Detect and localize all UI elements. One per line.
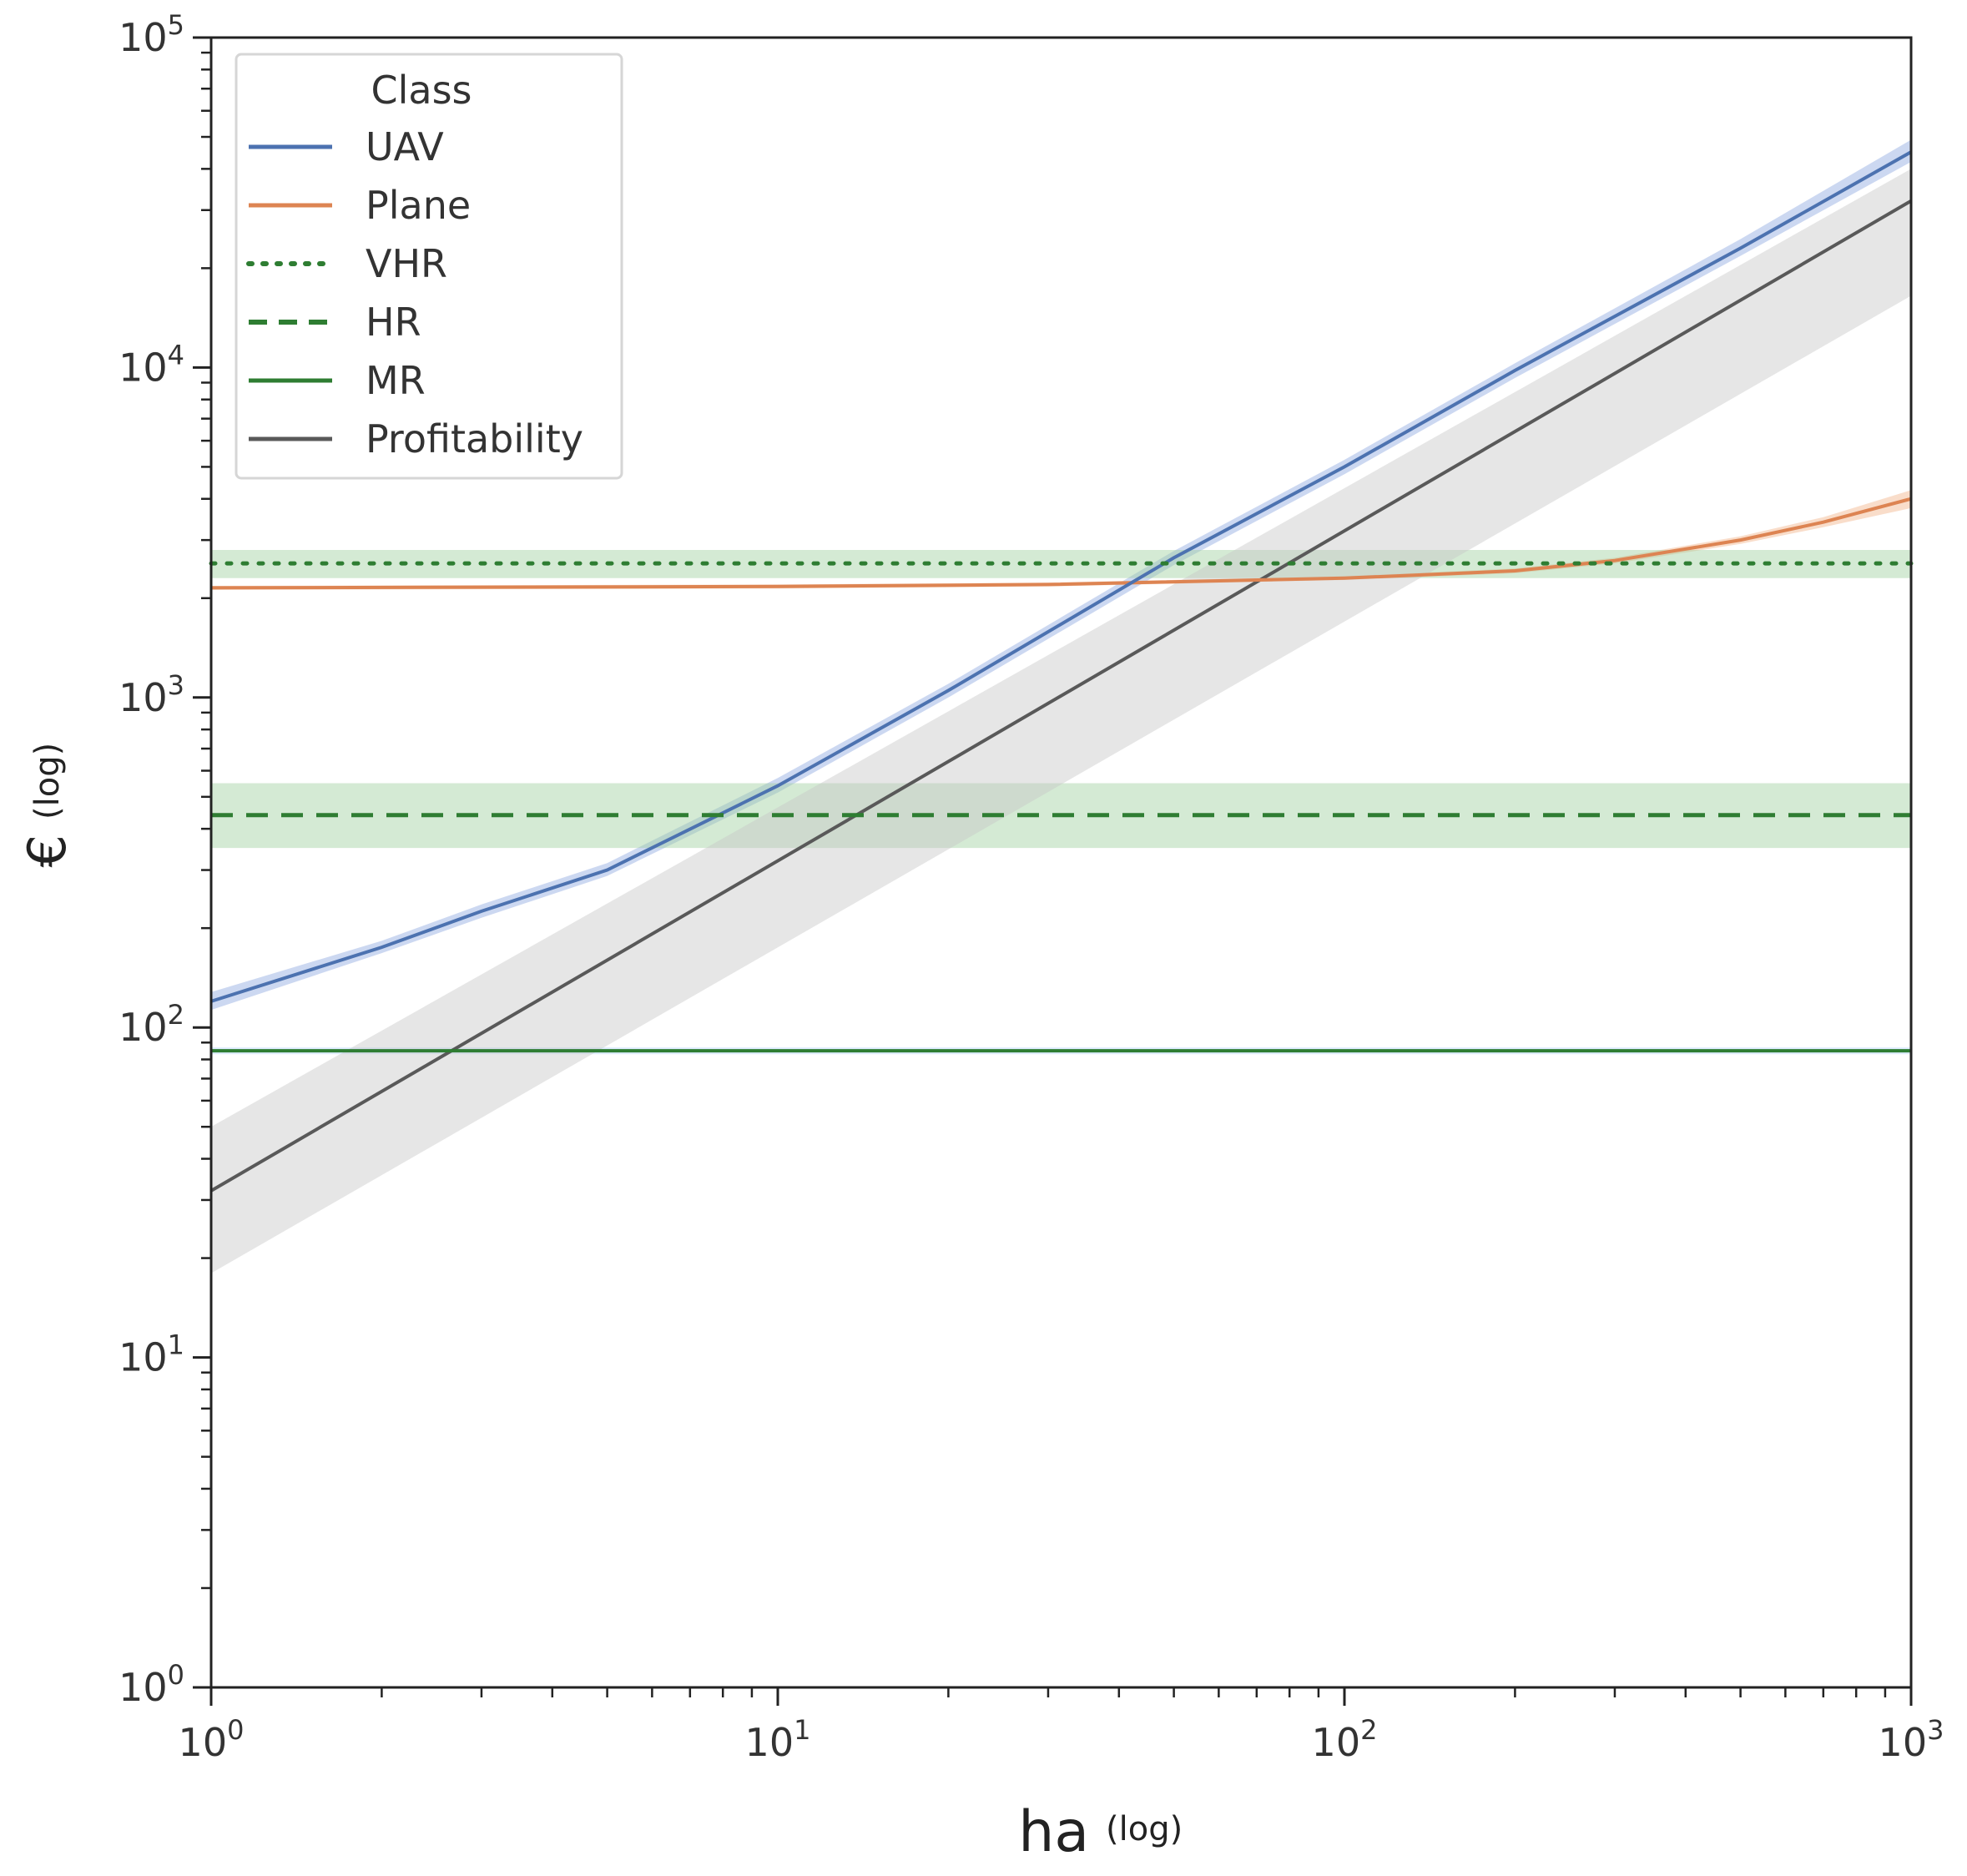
line-profitability — [209, 199, 1913, 1193]
y-tick-label: 103 — [119, 669, 184, 720]
y-tick-label: 102 — [119, 999, 184, 1050]
y-tick-label: 101 — [119, 1329, 184, 1380]
legend-label-plane: Plane — [366, 183, 471, 228]
x-axis-label-suffix: (log) — [1106, 1810, 1183, 1848]
x-axis-title: ha (log) — [1018, 1799, 1183, 1865]
y-tick-label: 104 — [119, 339, 184, 390]
legend-label-profitability: Profitability — [366, 416, 583, 461]
legend-title: Class — [371, 68, 472, 113]
x-tick-label: 101 — [745, 1714, 811, 1765]
x-tick-label: 103 — [1879, 1714, 1944, 1765]
x-tick-label: 100 — [179, 1714, 245, 1765]
x-axis-label: ha — [1018, 1799, 1089, 1865]
legend-label-hr: HR — [366, 300, 421, 345]
legend-label-vhr: VHR — [366, 241, 447, 286]
axis-ticks — [193, 36, 1913, 1706]
line-plane — [210, 497, 1912, 590]
legend-box — [235, 53, 623, 480]
legend-label-uav: UAV — [366, 124, 444, 169]
x-tick-label: 102 — [1312, 1714, 1378, 1765]
y-tick-label: 105 — [119, 9, 184, 60]
legend-label-mr: MR — [366, 358, 426, 403]
line-uav — [210, 150, 1912, 1003]
y-axis-title: € (log) — [17, 743, 78, 868]
plot-frame — [209, 36, 1913, 1689]
legend: Class UAV Plane VHR HR MR Profitability — [235, 53, 623, 480]
y-axis-label-suffix: (log) — [28, 743, 67, 819]
y-axis-label: € — [17, 835, 78, 867]
band-profitability — [211, 169, 1911, 1273]
tick-labels: 100 101 102 103 100 101 102 103 104 105 — [119, 9, 1944, 1765]
y-tick-label: 100 — [119, 1659, 184, 1710]
series-lines — [209, 150, 1914, 1193]
